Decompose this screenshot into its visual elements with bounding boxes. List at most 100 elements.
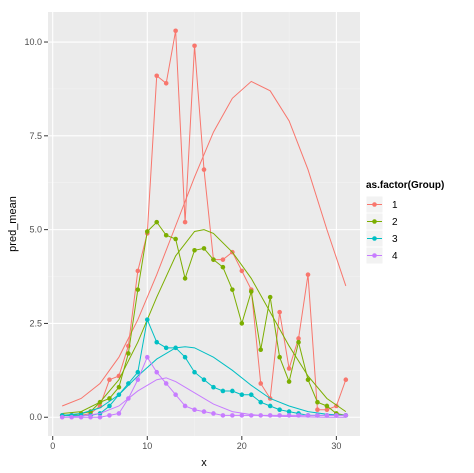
y-tick-label: 2.5 bbox=[29, 318, 42, 328]
series-4-point bbox=[97, 414, 103, 420]
series-4-point bbox=[182, 403, 188, 409]
series-4-point bbox=[163, 381, 169, 386]
series-4-point bbox=[239, 413, 245, 418]
y-tick-label: 0.0 bbox=[29, 412, 42, 422]
y-tick-labels: 0.0 2.5 5.0 7.5 10.0 bbox=[24, 37, 42, 422]
legend-key-point bbox=[372, 236, 377, 241]
series-2-point bbox=[286, 379, 292, 384]
legend-label: 4 bbox=[392, 251, 398, 262]
series-3-point bbox=[211, 384, 216, 390]
series-2-point bbox=[201, 246, 207, 251]
series-3-point bbox=[116, 392, 122, 398]
series-3-point bbox=[144, 317, 150, 322]
series-4-point bbox=[69, 414, 74, 420]
x-axis-title: x bbox=[201, 457, 207, 469]
legend-item-3: 3 bbox=[365, 229, 398, 248]
series-2-point bbox=[163, 232, 169, 238]
series-4 bbox=[59, 354, 349, 420]
series-1-point bbox=[305, 272, 311, 277]
series-4-point bbox=[78, 414, 84, 420]
series-3-point bbox=[192, 369, 197, 375]
series-2-point bbox=[154, 219, 160, 225]
series-2-point bbox=[315, 399, 320, 405]
legend-item-4: 4 bbox=[365, 246, 398, 265]
series-2-point bbox=[182, 276, 188, 281]
series-4-point bbox=[324, 413, 330, 418]
series-1-point bbox=[135, 268, 141, 274]
series-1-point bbox=[258, 381, 264, 386]
series-4-point bbox=[211, 411, 216, 416]
series-3-point bbox=[239, 392, 245, 398]
series-2-point bbox=[220, 264, 226, 270]
series-4-point bbox=[286, 413, 292, 418]
series-4-point bbox=[107, 413, 112, 418]
plot-panel bbox=[48, 12, 360, 436]
series-1-point bbox=[163, 80, 169, 86]
series-layer bbox=[59, 28, 349, 420]
legend-label: 1 bbox=[392, 200, 398, 211]
x-tick-label: 10 bbox=[142, 441, 152, 451]
series-3-point bbox=[277, 407, 282, 413]
series-4-point bbox=[154, 369, 160, 375]
series-2-point bbox=[126, 351, 131, 356]
series-3-point bbox=[258, 399, 264, 405]
series-3-point bbox=[267, 403, 273, 409]
series-4-point bbox=[305, 413, 311, 418]
series-1-point bbox=[201, 167, 207, 172]
series-3-point bbox=[135, 369, 141, 375]
legend-label: 2 bbox=[392, 217, 398, 228]
legend-items: 1 2 3 4 bbox=[365, 195, 398, 265]
legend-label: 3 bbox=[392, 234, 398, 245]
series-2-point bbox=[296, 339, 301, 345]
series-4-point bbox=[126, 396, 131, 401]
series-3-point bbox=[220, 388, 226, 394]
series-2-point bbox=[305, 377, 311, 383]
series-4-point bbox=[173, 392, 178, 398]
series-4-point bbox=[267, 413, 273, 418]
series-1-point bbox=[173, 28, 178, 34]
x-tick-labels: 0 10 20 30 bbox=[50, 441, 341, 451]
series-3-point bbox=[154, 339, 160, 345]
series-2-point bbox=[248, 289, 254, 294]
series-4-point bbox=[220, 413, 226, 418]
series-2-point bbox=[277, 354, 282, 360]
series-1-point bbox=[239, 268, 245, 274]
series-4-point bbox=[135, 377, 141, 383]
legend-item-2: 2 bbox=[365, 212, 398, 231]
series-4-smooth-line bbox=[62, 377, 346, 418]
series-1-smooth-line bbox=[61, 80, 347, 407]
series-1-point bbox=[220, 257, 226, 262]
series-4-point bbox=[59, 414, 65, 420]
series-3-point bbox=[248, 392, 254, 398]
series-1-point bbox=[315, 407, 320, 413]
y-tick-label: 10.0 bbox=[24, 37, 42, 47]
series-3-point bbox=[230, 388, 235, 394]
y-tick-label: 7.5 bbox=[29, 131, 42, 141]
series-4-point bbox=[296, 413, 301, 418]
series-1-point bbox=[286, 366, 292, 371]
series-2-point bbox=[230, 287, 235, 292]
series-1-point bbox=[107, 377, 112, 383]
series-3-point bbox=[182, 354, 188, 360]
series-2-point bbox=[144, 229, 150, 234]
x-tick-label: 30 bbox=[331, 441, 341, 451]
series-1-point bbox=[277, 309, 282, 315]
series-4-point bbox=[144, 354, 150, 360]
series-4-point bbox=[88, 414, 93, 420]
x-tick-label: 20 bbox=[237, 441, 247, 451]
legend-key-point bbox=[372, 253, 377, 258]
series-4-point bbox=[258, 413, 264, 418]
legend-item-1: 1 bbox=[365, 195, 398, 214]
series-1-point bbox=[192, 43, 197, 49]
series-3-point bbox=[201, 377, 207, 383]
axis-ticks bbox=[44, 41, 337, 440]
series-2-point bbox=[135, 287, 141, 292]
series-4-point bbox=[343, 413, 349, 418]
series-3 bbox=[59, 317, 349, 418]
series-1-point bbox=[343, 377, 349, 383]
series-3-point bbox=[173, 345, 178, 351]
y-tick-label: 5.0 bbox=[29, 225, 42, 235]
series-2-point bbox=[239, 321, 245, 326]
legend-key-point bbox=[372, 219, 377, 224]
series-4-point bbox=[201, 409, 207, 414]
